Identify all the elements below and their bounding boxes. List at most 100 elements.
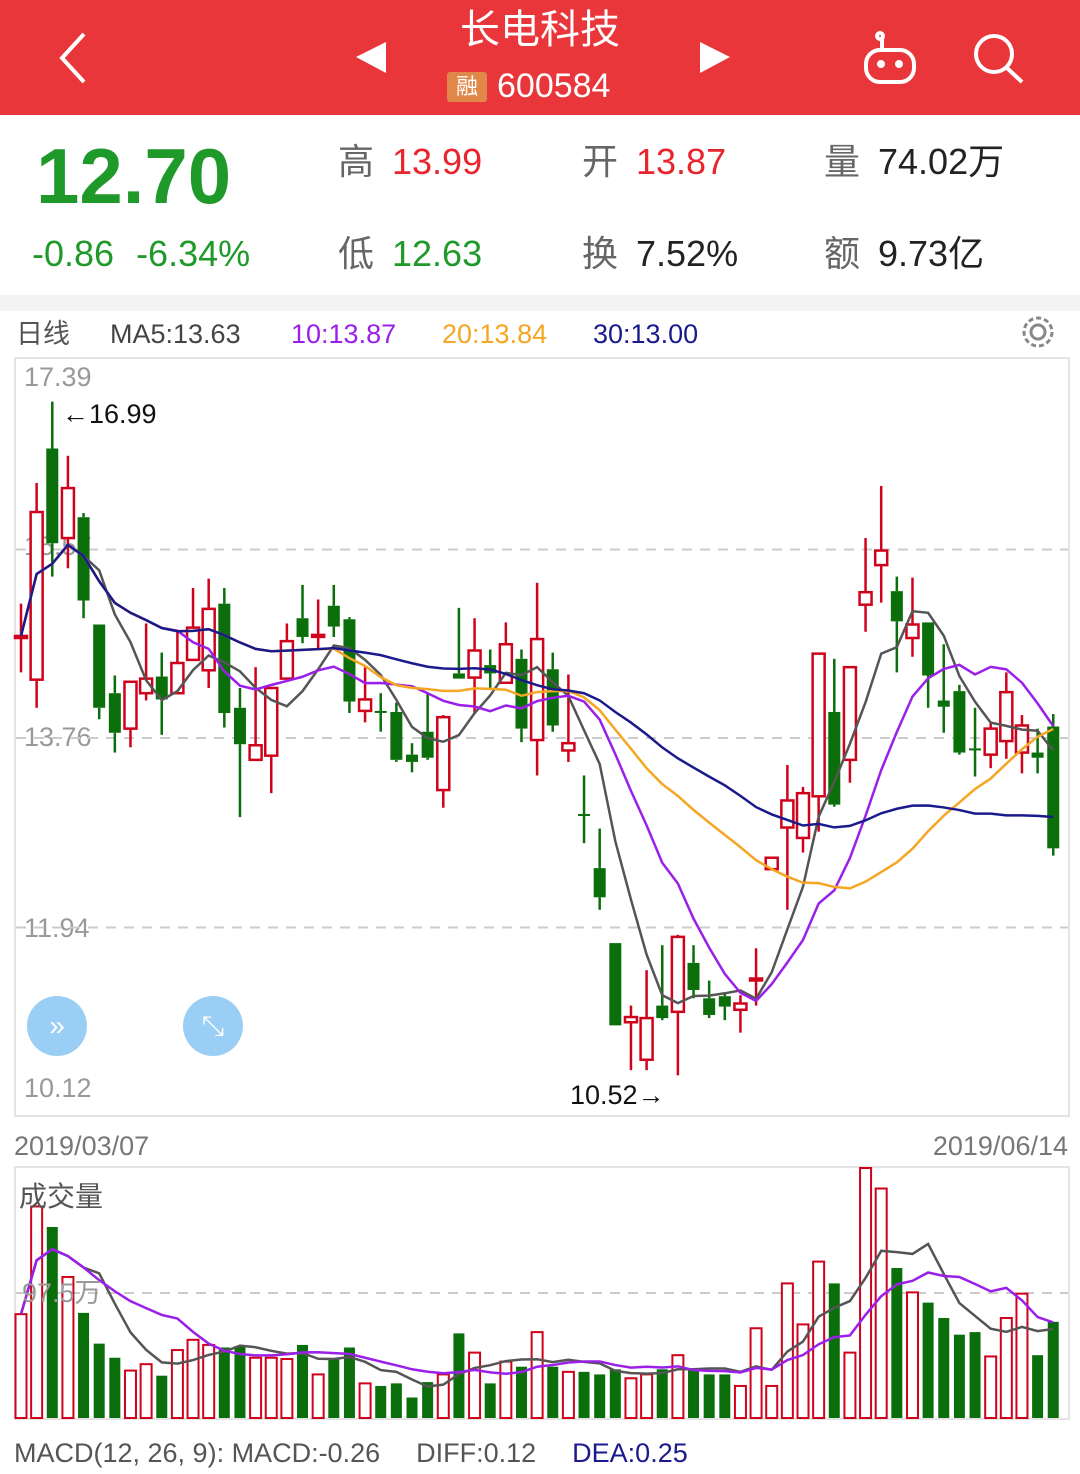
candle-body: [357, 698, 373, 713]
candle-body: [406, 754, 418, 762]
candle: [390, 702, 403, 762]
price-chart-frame[interactable]: [14, 357, 1070, 1117]
amount-label: 额: [824, 233, 861, 274]
header-bar: 长电科技 融 600584: [0, 0, 1080, 115]
candle-body: [873, 549, 889, 567]
candle: [467, 618, 482, 715]
volume-bar: [343, 1347, 355, 1418]
candle-body: [263, 686, 279, 757]
candle: [529, 582, 545, 776]
volume-bar: [1047, 1321, 1059, 1418]
candle: [248, 667, 263, 762]
fullscreen-button[interactable]: ⤡: [183, 996, 243, 1056]
volume-bar: [859, 1167, 873, 1419]
double-chevron-icon: »: [49, 1010, 65, 1041]
volume-ma10-line: [19, 1247, 1054, 1376]
candle-body: [703, 998, 716, 1015]
period-selector[interactable]: 日线: [16, 319, 70, 349]
candle-body: [60, 486, 76, 540]
candle: [1014, 715, 1030, 774]
candle: [670, 934, 686, 1076]
start-date: 2019/03/07: [14, 1131, 150, 1161]
candle-body: [123, 680, 138, 730]
volume-bar: [796, 1323, 810, 1420]
candle: [436, 715, 451, 808]
candle: [233, 687, 246, 818]
volume-bar: [1032, 1355, 1044, 1418]
candle: [327, 584, 340, 637]
candle-body: [155, 676, 168, 700]
volume-bar: [139, 1363, 153, 1419]
low-label: 低: [338, 233, 375, 274]
volume-bar: [234, 1346, 246, 1418]
macd-label[interactable]: MACD(12, 26, 9): MACD:-0.26: [14, 1438, 381, 1468]
volume-ma5-line: [19, 1242, 1054, 1388]
candle: [842, 665, 858, 783]
scroll-left-button[interactable]: »: [27, 996, 87, 1056]
ma10-line: [19, 543, 1055, 1003]
search-icon[interactable]: [974, 34, 1024, 84]
ma30-line: [19, 543, 1054, 829]
candle-body: [343, 619, 356, 702]
volume-bar: [905, 1291, 919, 1420]
volume-bar: [280, 1358, 294, 1419]
section-divider: [0, 295, 1080, 311]
candle-body: [858, 590, 873, 606]
candle-body: [327, 605, 340, 627]
candle-body: [890, 591, 903, 622]
next-triangle-icon[interactable]: [700, 42, 730, 73]
settings-gear-icon[interactable]: [1022, 316, 1054, 348]
prev-triangle-icon[interactable]: [356, 42, 386, 73]
candle: [795, 786, 811, 853]
volume-bar: [484, 1383, 496, 1418]
candle: [733, 995, 748, 1033]
candle-body: [46, 448, 59, 544]
candle-body: [609, 943, 622, 1026]
candle: [780, 765, 795, 910]
volume-bar: [719, 1374, 731, 1418]
candle: [937, 644, 950, 733]
volume-bar: [733, 1384, 747, 1420]
volume-bar: [156, 1375, 168, 1418]
volume-bar: [561, 1370, 575, 1420]
open-label: 开: [582, 141, 619, 182]
candle: [609, 943, 622, 1026]
open-value: 13.87: [636, 141, 727, 182]
candle: [873, 485, 889, 603]
volume-chart-frame[interactable]: [14, 1166, 1070, 1420]
candle-body: [969, 748, 982, 751]
volume-bar: [186, 1338, 200, 1420]
candle-body: [233, 707, 246, 745]
turnover-label: 换: [582, 233, 619, 274]
candle: [953, 684, 966, 755]
volume-tick: 97.5万: [22, 1278, 102, 1308]
macd-dea: DEA:0.25: [572, 1438, 688, 1468]
candle: [515, 649, 528, 743]
candle-body: [656, 1005, 669, 1019]
candle: [155, 652, 168, 735]
candle-body: [390, 711, 403, 760]
candle: [406, 743, 418, 773]
volume-bar: [749, 1327, 763, 1420]
candle-body: [77, 517, 90, 601]
candle-body: [13, 634, 29, 640]
candle-body: [108, 693, 121, 733]
robot-icon[interactable]: [864, 31, 916, 84]
volume-bar: [499, 1360, 513, 1419]
volume-bar: [14, 1313, 28, 1419]
volume-bar: [249, 1356, 263, 1419]
volume-bar: [422, 1382, 434, 1418]
candle-body: [578, 813, 591, 816]
candle: [703, 980, 716, 1019]
candle: [905, 577, 920, 657]
candle-body: [1031, 752, 1044, 758]
candle-body: [922, 622, 935, 676]
candle: [421, 693, 434, 760]
candle-body: [279, 639, 295, 680]
candle: [77, 513, 90, 619]
ma5-line: [19, 543, 1055, 1005]
volume-bar: [1015, 1292, 1029, 1419]
back-chevron-icon[interactable]: [59, 32, 86, 84]
volume-bar: [468, 1351, 482, 1419]
ma20-value: 20:13.84: [442, 319, 548, 349]
